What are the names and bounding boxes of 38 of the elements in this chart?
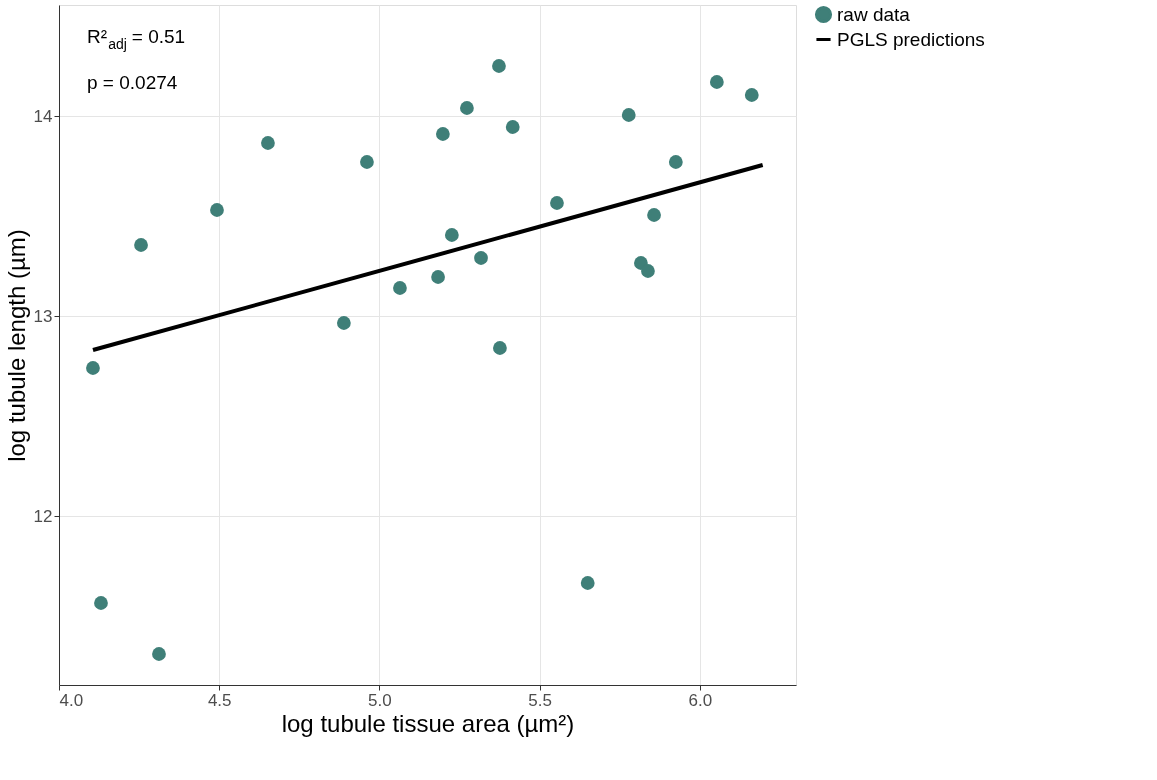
x-tick-label: 5.0 [368, 690, 392, 710]
point [647, 208, 661, 222]
point [435, 127, 450, 141]
y-axis-title: log tubule length (µm) [2, 229, 30, 462]
point [492, 59, 506, 73]
y-tick-label: 12 [33, 506, 53, 526]
point [474, 251, 488, 265]
point [460, 101, 474, 115]
point [393, 281, 407, 295]
point [505, 120, 520, 134]
annotation: p = 0.0274 [87, 72, 178, 93]
legend-label: PGLS predictions [837, 28, 985, 50]
x-tick-label: 4.0 [59, 690, 84, 710]
y-tick-label: 13 [33, 306, 53, 326]
point [580, 576, 595, 590]
point [336, 316, 351, 330]
point [493, 341, 507, 355]
x-axis-title: log tubule tissue area (µm²) [281, 709, 575, 737]
legend-label: raw data [837, 3, 911, 25]
point [744, 88, 759, 102]
point [641, 264, 655, 278]
point [152, 647, 166, 661]
y-tick-label: 14 [33, 106, 53, 126]
point [621, 108, 636, 122]
point [709, 75, 724, 89]
x-tick-label: 5.5 [528, 690, 552, 710]
point [261, 136, 275, 150]
point [210, 203, 224, 217]
point [668, 155, 683, 169]
point [94, 596, 108, 610]
point [444, 228, 459, 242]
x-tick-label: 6.0 [688, 690, 713, 710]
point [360, 155, 374, 169]
x-tick-label: 4.5 [207, 690, 232, 710]
point [86, 361, 100, 375]
point [134, 238, 148, 252]
point [431, 270, 445, 284]
point [550, 196, 564, 210]
